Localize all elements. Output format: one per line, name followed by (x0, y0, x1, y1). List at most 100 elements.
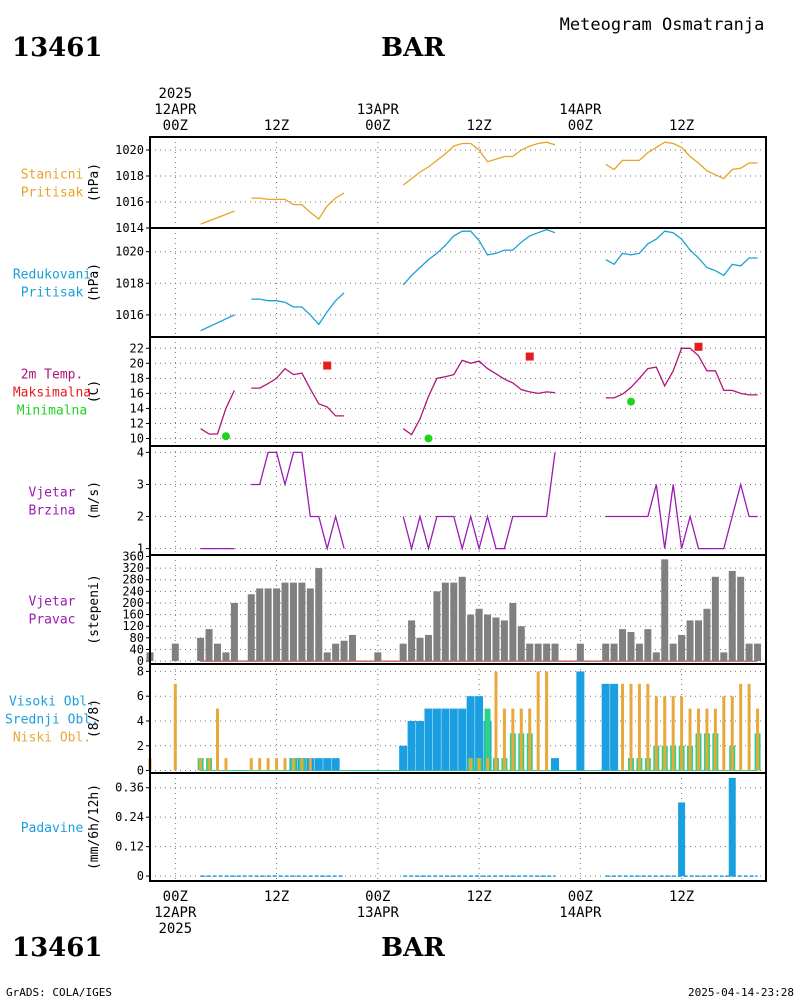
cloud-high-bar (576, 671, 585, 771)
cloud-high-bar (314, 758, 323, 771)
panel-label: Maksimalna (13, 386, 91, 401)
series-line (605, 347, 758, 399)
y-axis-label: (mm/6h/12h) (87, 784, 102, 870)
panel-label: Pritisak (21, 286, 84, 301)
series-line (251, 192, 345, 220)
wind-direction-bar (500, 620, 508, 662)
wind-direction-bar (399, 643, 407, 662)
tmax-marker (525, 352, 534, 361)
wind-direction-bar (306, 588, 314, 662)
cloud-low-bar (511, 708, 515, 771)
station-id-top: 13461 (12, 33, 102, 63)
cloud-low-bar (629, 683, 633, 771)
wind-direction-bar (576, 643, 584, 662)
wind-direction-bar (416, 637, 424, 662)
panel-label: Stanicni (21, 168, 84, 183)
wind-direction-bar (703, 608, 711, 662)
cloud-low-bar (224, 758, 228, 771)
time-axis-label: 13APR (357, 905, 400, 921)
cloud-low-bar (536, 671, 540, 771)
time-axis-label: 12Z (669, 118, 694, 134)
y-tick-label: 1020 (115, 143, 144, 157)
wind-direction-bar (264, 588, 272, 662)
station-name-bottom: BAR (381, 933, 445, 963)
cloud-low-bar (308, 758, 312, 771)
y-tick-label: 1 (137, 542, 144, 556)
wind-direction-bar (475, 608, 483, 662)
wind-direction-bar (694, 620, 702, 662)
time-axis-label: 12Z (264, 889, 289, 905)
footer-credit: GrADS: COLA/IGES (6, 986, 112, 999)
y-tick-label: 320 (122, 561, 144, 575)
cloud-low-bar (545, 671, 549, 771)
wind-direction-bar (534, 643, 542, 662)
cloud-low-bar (705, 708, 709, 771)
chart-title: Meteogram Osmatranja (560, 15, 765, 35)
wind-direction-bar (711, 576, 719, 662)
tmin-marker (424, 434, 433, 443)
cloud-low-bar (722, 696, 726, 771)
series-line (200, 314, 235, 332)
wind-direction-bar (728, 570, 736, 662)
cloud-high-bar (416, 720, 425, 771)
cloud-low-bar (266, 758, 270, 771)
time-axis-label: 2025 (158, 86, 192, 102)
cloud-low-bar (494, 671, 498, 771)
wind-direction-bar (349, 634, 357, 662)
wind-direction-bar (686, 620, 694, 662)
cloud-low-bar (519, 708, 523, 771)
time-axis-label: 12Z (466, 118, 491, 134)
cloud-high-bar (551, 758, 560, 771)
cloud-high-bar (458, 708, 467, 771)
y-tick-label: 0.24 (115, 810, 144, 824)
cloud-high-bar (331, 758, 340, 771)
tmax-marker (323, 361, 332, 370)
y-tick-label: 280 (122, 573, 144, 587)
series-line (251, 292, 345, 326)
panel-label: Pravac (29, 613, 76, 628)
wind-direction-bar (619, 629, 627, 662)
time-axis-label: 12APR (154, 905, 197, 921)
panel-label: Visoki Obl. (9, 695, 95, 710)
time-axis-label: 00Z (163, 889, 188, 905)
cloud-mid-bar (484, 708, 491, 771)
y-tick-label: 40 (130, 642, 144, 656)
y-tick-label: 1016 (115, 195, 144, 209)
y-axis-label: (m/s) (87, 481, 102, 520)
wind-direction-bar (441, 582, 449, 662)
wind-direction-bar (526, 643, 534, 662)
y-tick-label: 0 (137, 764, 144, 778)
panel-label: Niski Obl. (13, 731, 91, 746)
series-line (605, 141, 758, 180)
panel-clouds: 0 2 4 6 8 (8/8)Visoki Obl. Srednji Obl. Niski O… (5, 663, 767, 778)
wind-direction-bar (635, 643, 643, 662)
series-line (402, 452, 556, 552)
cloud-high-bar (466, 696, 475, 771)
wind-direction-bar (458, 576, 466, 662)
wind-direction-bar (627, 632, 635, 662)
wind-direction-bar (171, 643, 179, 662)
wind-direction-bar (661, 559, 669, 662)
wind-direction-bar (543, 643, 551, 662)
wind-direction-bar (678, 634, 686, 662)
cloud-low-bar (747, 683, 751, 771)
cloud-low-bar (654, 696, 658, 771)
y-tick-label: 240 (122, 584, 144, 598)
panel-reduced_pressure: 1016 1018 1020 (hPa)Redukovani Pritisak (13, 227, 767, 338)
panel-label: Minimalna (17, 404, 87, 419)
cloud-low-bar (671, 696, 675, 771)
time-axis-label: 12APR (154, 102, 197, 118)
cloud-low-bar (637, 683, 641, 771)
wind-direction-bar (205, 629, 213, 662)
y-tick-label: 22 (130, 341, 144, 355)
y-tick-label: 1018 (115, 276, 144, 290)
cloud-low-bar (207, 758, 211, 771)
cloud-low-bar (291, 758, 295, 771)
panel-frame (149, 772, 767, 882)
panel-label: Vjetar (29, 486, 76, 501)
panel-label: 2m Temp. (21, 368, 84, 383)
time-axis-label: 13APR (357, 102, 400, 118)
cloud-low-bar (258, 758, 262, 771)
